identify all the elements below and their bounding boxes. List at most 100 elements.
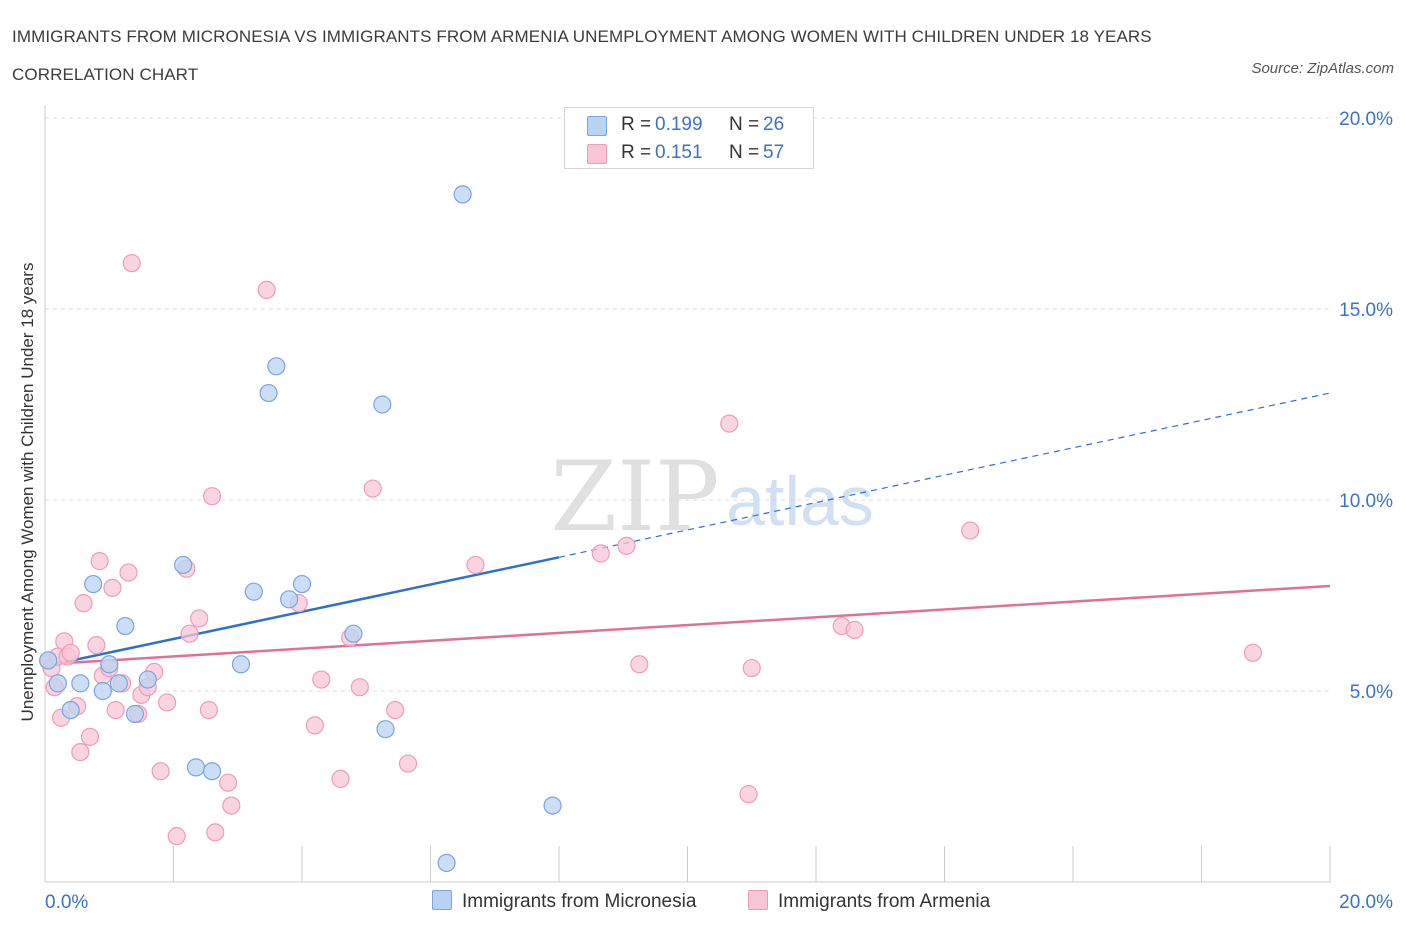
point-micronesia	[61, 700, 80, 720]
point-armenia	[74, 594, 93, 613]
bottom-legend-micronesia: Immigrants from Micronesia	[432, 890, 696, 913]
legend-n-value: 57	[763, 142, 785, 163]
point-armenia	[157, 693, 177, 712]
point-armenia	[202, 487, 222, 506]
x-tick-label: 20.0%	[1339, 892, 1393, 913]
point-micronesia	[186, 758, 206, 777]
point-armenia	[739, 785, 758, 804]
point-armenia	[206, 823, 225, 842]
bottom-legend-armenia: Immigrants from Armenia	[748, 890, 990, 913]
point-micronesia	[84, 574, 103, 594]
point-armenia	[398, 754, 418, 773]
legend-n-label: N =	[729, 142, 760, 163]
y-axis-label: Unemployment Among Women with Children U…	[18, 262, 37, 722]
bottom-legend-label-armenia: Immigrants from Armenia	[778, 891, 991, 912]
point-micronesia	[125, 704, 145, 724]
y-tick-label: 5.0%	[1350, 682, 1393, 703]
point-armenia	[591, 544, 610, 563]
y-tick-label: 15.0%	[1339, 300, 1393, 321]
point-micronesia	[259, 383, 278, 403]
point-armenia	[350, 678, 369, 697]
point-armenia	[845, 620, 864, 639]
point-armenia	[106, 700, 125, 720]
y-tick-label: 20.0%	[1339, 109, 1393, 130]
point-micronesia	[267, 357, 286, 376]
point-armenia	[87, 636, 106, 655]
point-armenia	[331, 769, 350, 788]
point-armenia	[122, 254, 141, 273]
bottom-legend-label-micronesia: Immigrants from Micronesia	[462, 891, 697, 912]
point-micronesia	[244, 582, 263, 601]
data-points	[39, 185, 1263, 873]
point-micronesia	[453, 185, 472, 204]
point-armenia	[742, 658, 761, 678]
point-micronesia	[71, 674, 90, 693]
y-tick-label: 10.0%	[1339, 491, 1393, 512]
point-micronesia	[280, 590, 299, 609]
point-micronesia	[373, 395, 392, 414]
point-armenia	[617, 536, 636, 555]
trend-line-armenia	[44, 584, 1331, 666]
point-armenia	[190, 609, 209, 628]
point-micronesia	[231, 655, 251, 674]
watermark-atlas: atlas	[726, 462, 874, 540]
x-tick-label: 0.0%	[45, 892, 88, 913]
point-armenia	[222, 796, 241, 815]
point-micronesia	[292, 574, 312, 594]
bottom-legend-swatch-armenia	[748, 890, 768, 910]
point-micronesia	[138, 670, 157, 689]
point-micronesia	[109, 674, 128, 693]
point-armenia	[167, 827, 186, 846]
point-micronesia	[116, 616, 135, 636]
point-micronesia	[93, 681, 112, 701]
point-armenia	[103, 578, 122, 597]
point-micronesia	[174, 555, 193, 575]
legend-r-label: R =	[621, 142, 652, 163]
legend-n-label: N =	[729, 114, 760, 135]
trend-lines	[44, 392, 1331, 668]
trend-line-micronesia	[44, 556, 560, 668]
point-micronesia	[48, 674, 67, 693]
point-armenia	[386, 700, 405, 720]
watermark: ZIP atlas	[550, 441, 874, 553]
legend-r-label: R =	[621, 114, 652, 135]
watermark-zip: ZIP	[550, 441, 719, 553]
point-armenia	[199, 700, 218, 720]
point-armenia	[961, 521, 980, 540]
legend-swatch-micronesia	[587, 116, 607, 136]
legend-r-value: 0.199	[655, 114, 703, 135]
chart-title: IMMIGRANTS FROM MICRONESIA VS IMMIGRANTS…	[12, 27, 1152, 84]
point-armenia	[219, 773, 238, 792]
point-micronesia	[344, 624, 363, 643]
bottom-legend-swatch-micronesia	[432, 890, 452, 910]
point-micronesia	[437, 853, 456, 873]
point-armenia	[257, 280, 276, 299]
point-micronesia	[202, 762, 222, 781]
legend: R = 0.199 N = 26 R = 0.151 N = 57	[564, 107, 814, 169]
point-armenia	[312, 670, 331, 689]
point-armenia	[363, 479, 382, 498]
point-armenia	[466, 555, 485, 575]
point-micronesia	[39, 651, 58, 670]
point-armenia	[305, 716, 324, 735]
point-armenia	[151, 762, 170, 781]
point-armenia	[720, 414, 739, 433]
point-armenia	[80, 727, 100, 746]
point-armenia	[90, 552, 109, 571]
source-label: Source: ZipAtlas.com	[1251, 60, 1394, 77]
point-armenia	[180, 624, 199, 643]
grid-lines	[45, 117, 1330, 692]
point-micronesia	[376, 720, 395, 739]
tick-labels: 5.0% 10.0% 15.0% 20.0% 0.0% 20.0%	[45, 109, 1393, 913]
point-armenia	[630, 655, 649, 674]
legend-swatch-armenia	[587, 144, 607, 164]
point-micronesia	[543, 796, 562, 815]
point-armenia	[1243, 643, 1263, 662]
axes	[44, 105, 1331, 883]
point-armenia	[71, 743, 90, 762]
legend-r-value: 0.151	[655, 142, 703, 163]
point-armenia	[119, 563, 138, 582]
legend-n-value: 26	[763, 114, 785, 135]
point-micronesia	[100, 655, 119, 674]
